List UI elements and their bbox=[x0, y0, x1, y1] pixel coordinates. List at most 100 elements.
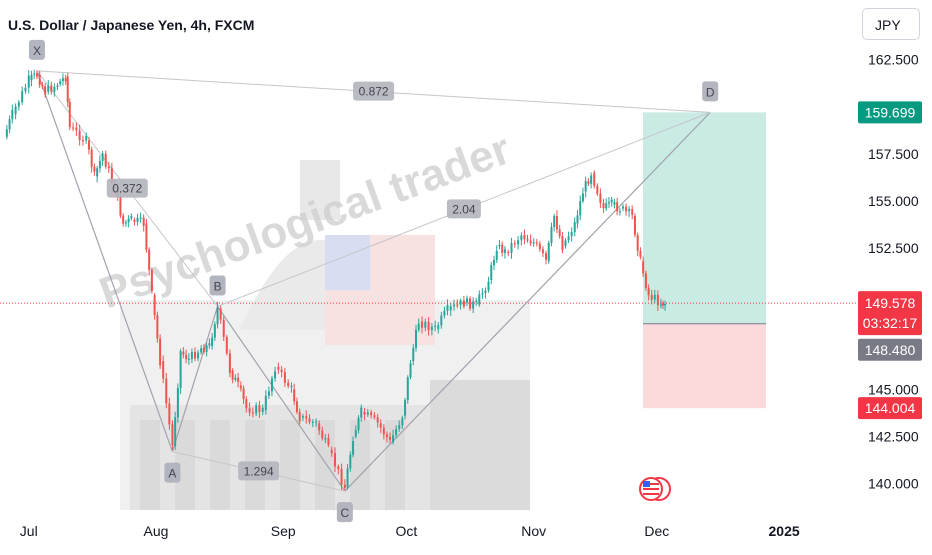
pattern-point-b[interactable]: B bbox=[214, 279, 222, 293]
candle bbox=[398, 425, 401, 429]
profit-zone[interactable] bbox=[643, 112, 766, 324]
candle bbox=[555, 216, 558, 230]
candle bbox=[153, 295, 156, 316]
candle bbox=[225, 336, 228, 354]
candle bbox=[330, 449, 333, 454]
candle bbox=[523, 234, 526, 240]
candle bbox=[248, 408, 251, 413]
pattern-leg-bc[interactable] bbox=[217, 306, 346, 492]
candle bbox=[484, 290, 487, 293]
candle bbox=[5, 129, 8, 137]
y-tick-label: 142.500 bbox=[868, 429, 919, 445]
pattern-leg-cd[interactable] bbox=[344, 111, 711, 492]
candle bbox=[33, 73, 36, 75]
candle bbox=[567, 236, 570, 241]
candle bbox=[41, 85, 44, 87]
x-tick-label: Nov bbox=[521, 523, 546, 539]
stop-price-badge[interactable]: 144.004 bbox=[865, 400, 916, 416]
bar-countdown[interactable]: 03:32:17 bbox=[863, 315, 918, 331]
us-flag-icon[interactable] bbox=[639, 477, 671, 501]
candle bbox=[456, 304, 459, 306]
current-price-value[interactable]: 149.578 bbox=[865, 295, 916, 311]
pattern-leg-ab[interactable] bbox=[171, 306, 219, 452]
candle bbox=[197, 352, 200, 359]
candle bbox=[459, 300, 462, 305]
candle bbox=[610, 199, 613, 203]
ratio-label-bg bbox=[446, 199, 481, 219]
candle bbox=[616, 202, 619, 212]
candle bbox=[607, 202, 610, 204]
pattern-point-d-bg[interactable] bbox=[702, 81, 719, 102]
pattern-point-x[interactable]: X bbox=[33, 44, 41, 58]
candle bbox=[47, 85, 50, 92]
pattern-leg-xa[interactable] bbox=[36, 70, 173, 452]
candle bbox=[490, 265, 493, 281]
candle bbox=[56, 85, 59, 87]
candle bbox=[274, 371, 277, 379]
candle bbox=[101, 153, 104, 161]
candle bbox=[216, 307, 219, 325]
candle bbox=[553, 216, 556, 228]
candle bbox=[61, 78, 64, 82]
candle bbox=[385, 434, 388, 438]
candle bbox=[119, 196, 122, 216]
candle bbox=[633, 216, 636, 235]
candle bbox=[349, 454, 352, 469]
candle bbox=[501, 244, 504, 253]
candle bbox=[8, 119, 11, 130]
ratio-label: 1.294 bbox=[244, 464, 274, 478]
stop-price-badge-bg[interactable] bbox=[858, 397, 922, 420]
candle bbox=[453, 304, 456, 307]
loss-zone[interactable] bbox=[643, 323, 766, 409]
x-tick-label: Jul bbox=[20, 523, 38, 539]
candle bbox=[194, 351, 196, 359]
pattern-point-c-bg[interactable] bbox=[336, 502, 353, 523]
candle bbox=[205, 345, 208, 352]
candle bbox=[72, 127, 75, 129]
candle bbox=[352, 440, 355, 455]
pattern-point-b-bg[interactable] bbox=[209, 275, 226, 296]
candle bbox=[50, 85, 53, 92]
candle bbox=[222, 319, 225, 337]
candle bbox=[21, 91, 24, 103]
entry-price-badge-bg[interactable] bbox=[858, 338, 922, 361]
candle bbox=[628, 209, 631, 212]
candle bbox=[11, 110, 14, 120]
candle bbox=[653, 294, 656, 300]
candle bbox=[136, 217, 139, 222]
target-price-badge[interactable]: 159.699 bbox=[865, 104, 916, 120]
candle bbox=[532, 242, 535, 244]
candle bbox=[150, 269, 153, 291]
pattern-point-c[interactable]: C bbox=[341, 506, 350, 520]
candle bbox=[165, 378, 168, 404]
pattern-point-d[interactable]: D bbox=[706, 85, 715, 99]
candle bbox=[277, 366, 280, 370]
candle bbox=[662, 302, 664, 306]
candle bbox=[211, 337, 214, 347]
x-tick-label: 2025 bbox=[769, 523, 800, 539]
candle bbox=[261, 407, 264, 412]
currency-selector[interactable]: JPY bbox=[862, 8, 920, 40]
candle bbox=[162, 361, 165, 379]
candle bbox=[579, 201, 582, 216]
target-price-badge-bg[interactable] bbox=[858, 101, 922, 124]
candle bbox=[421, 321, 424, 328]
candle bbox=[255, 405, 258, 414]
candle bbox=[564, 240, 567, 247]
candle bbox=[644, 273, 647, 289]
current-price-badge-bg[interactable] bbox=[858, 291, 922, 336]
pattern-point-a-bg[interactable] bbox=[164, 462, 181, 483]
candle bbox=[324, 438, 327, 440]
candle bbox=[14, 106, 17, 115]
candle bbox=[148, 249, 151, 270]
candle bbox=[202, 347, 205, 352]
candle bbox=[231, 370, 234, 380]
entry-price-badge[interactable]: 148.480 bbox=[865, 342, 916, 358]
ratio-label: 0.872 bbox=[359, 85, 389, 99]
candle bbox=[465, 298, 468, 303]
pattern-point-a[interactable]: A bbox=[168, 467, 176, 481]
candle bbox=[535, 242, 538, 244]
pattern-point-x-bg[interactable] bbox=[28, 39, 45, 60]
